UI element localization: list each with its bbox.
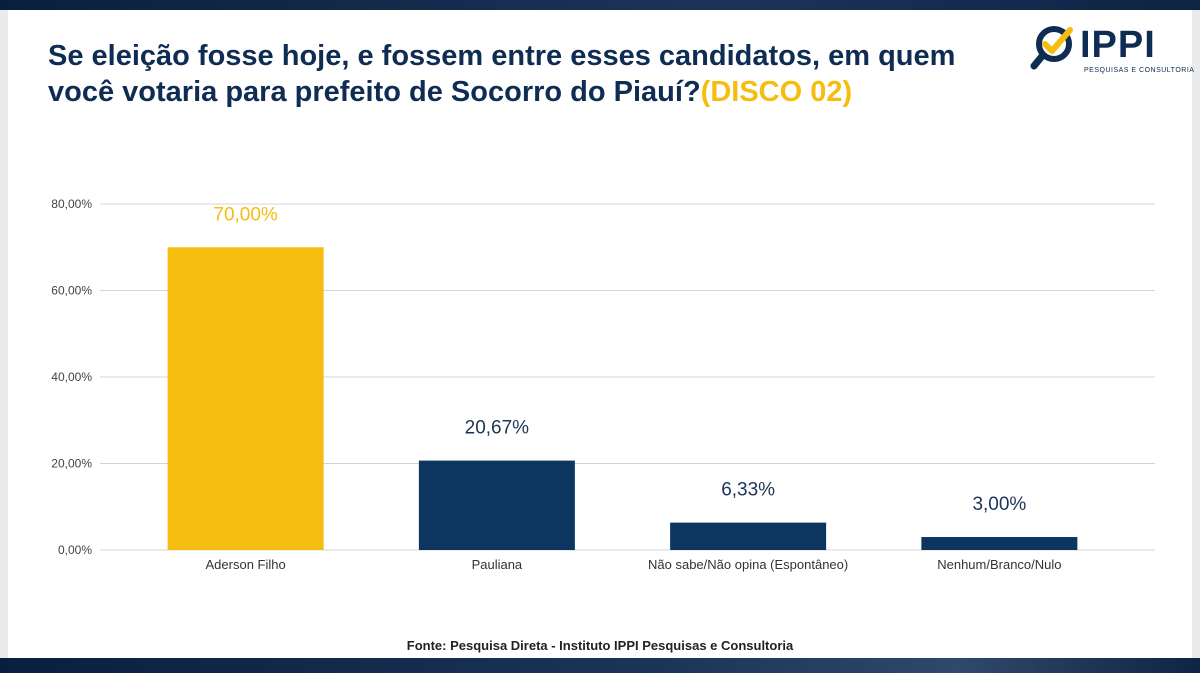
title-highlight: (DISCO 02) <box>700 76 853 108</box>
title-question: Se eleição fosse hoje, e fossem entre es… <box>48 40 956 108</box>
bar-chart: 0,00% 20,00% 40,00% 60,00% 80,00% 70,00% Aders… <box>51 197 1155 572</box>
data-label: 20,67% <box>465 418 530 439</box>
y-tick-label: 0,00% <box>58 543 92 557</box>
bar <box>921 537 1078 550</box>
ippi-logo: IPPI PESQUISAS E CONSULTORIA <box>1030 22 1194 80</box>
data-label: 70,00% <box>213 204 278 225</box>
y-tick-label: 40,00% <box>51 370 92 384</box>
data-label: 6,33% <box>721 480 775 501</box>
x-tick-label: Pauliana <box>472 557 523 572</box>
chart-title: Se eleição fosse hoje, e fossem entre es… <box>48 38 968 110</box>
bar <box>670 522 827 550</box>
logo-text: IPPI <box>1080 24 1156 66</box>
x-tick-label: Não sabe/Não opina (Espontâneo) <box>648 557 848 572</box>
bar <box>418 460 575 550</box>
bar <box>167 247 324 550</box>
data-label: 3,00% <box>972 494 1026 515</box>
top-band <box>0 0 1200 10</box>
y-tick-label: 80,00% <box>51 197 92 211</box>
x-tick-label: Aderson Filho <box>206 557 286 572</box>
y-tick-label: 20,00% <box>51 457 92 471</box>
magnifier-check-icon <box>1030 26 1073 70</box>
source-note: Fonte: Pesquisa Direta - Instituto IPPI … <box>406 638 794 653</box>
x-tick-label: Nenhum/Branco/Nulo <box>937 557 1061 572</box>
logo-subtitle: PESQUISAS E CONSULTORIA <box>1084 67 1195 74</box>
y-tick-label: 60,00% <box>51 284 92 298</box>
bottom-band <box>0 658 1200 673</box>
